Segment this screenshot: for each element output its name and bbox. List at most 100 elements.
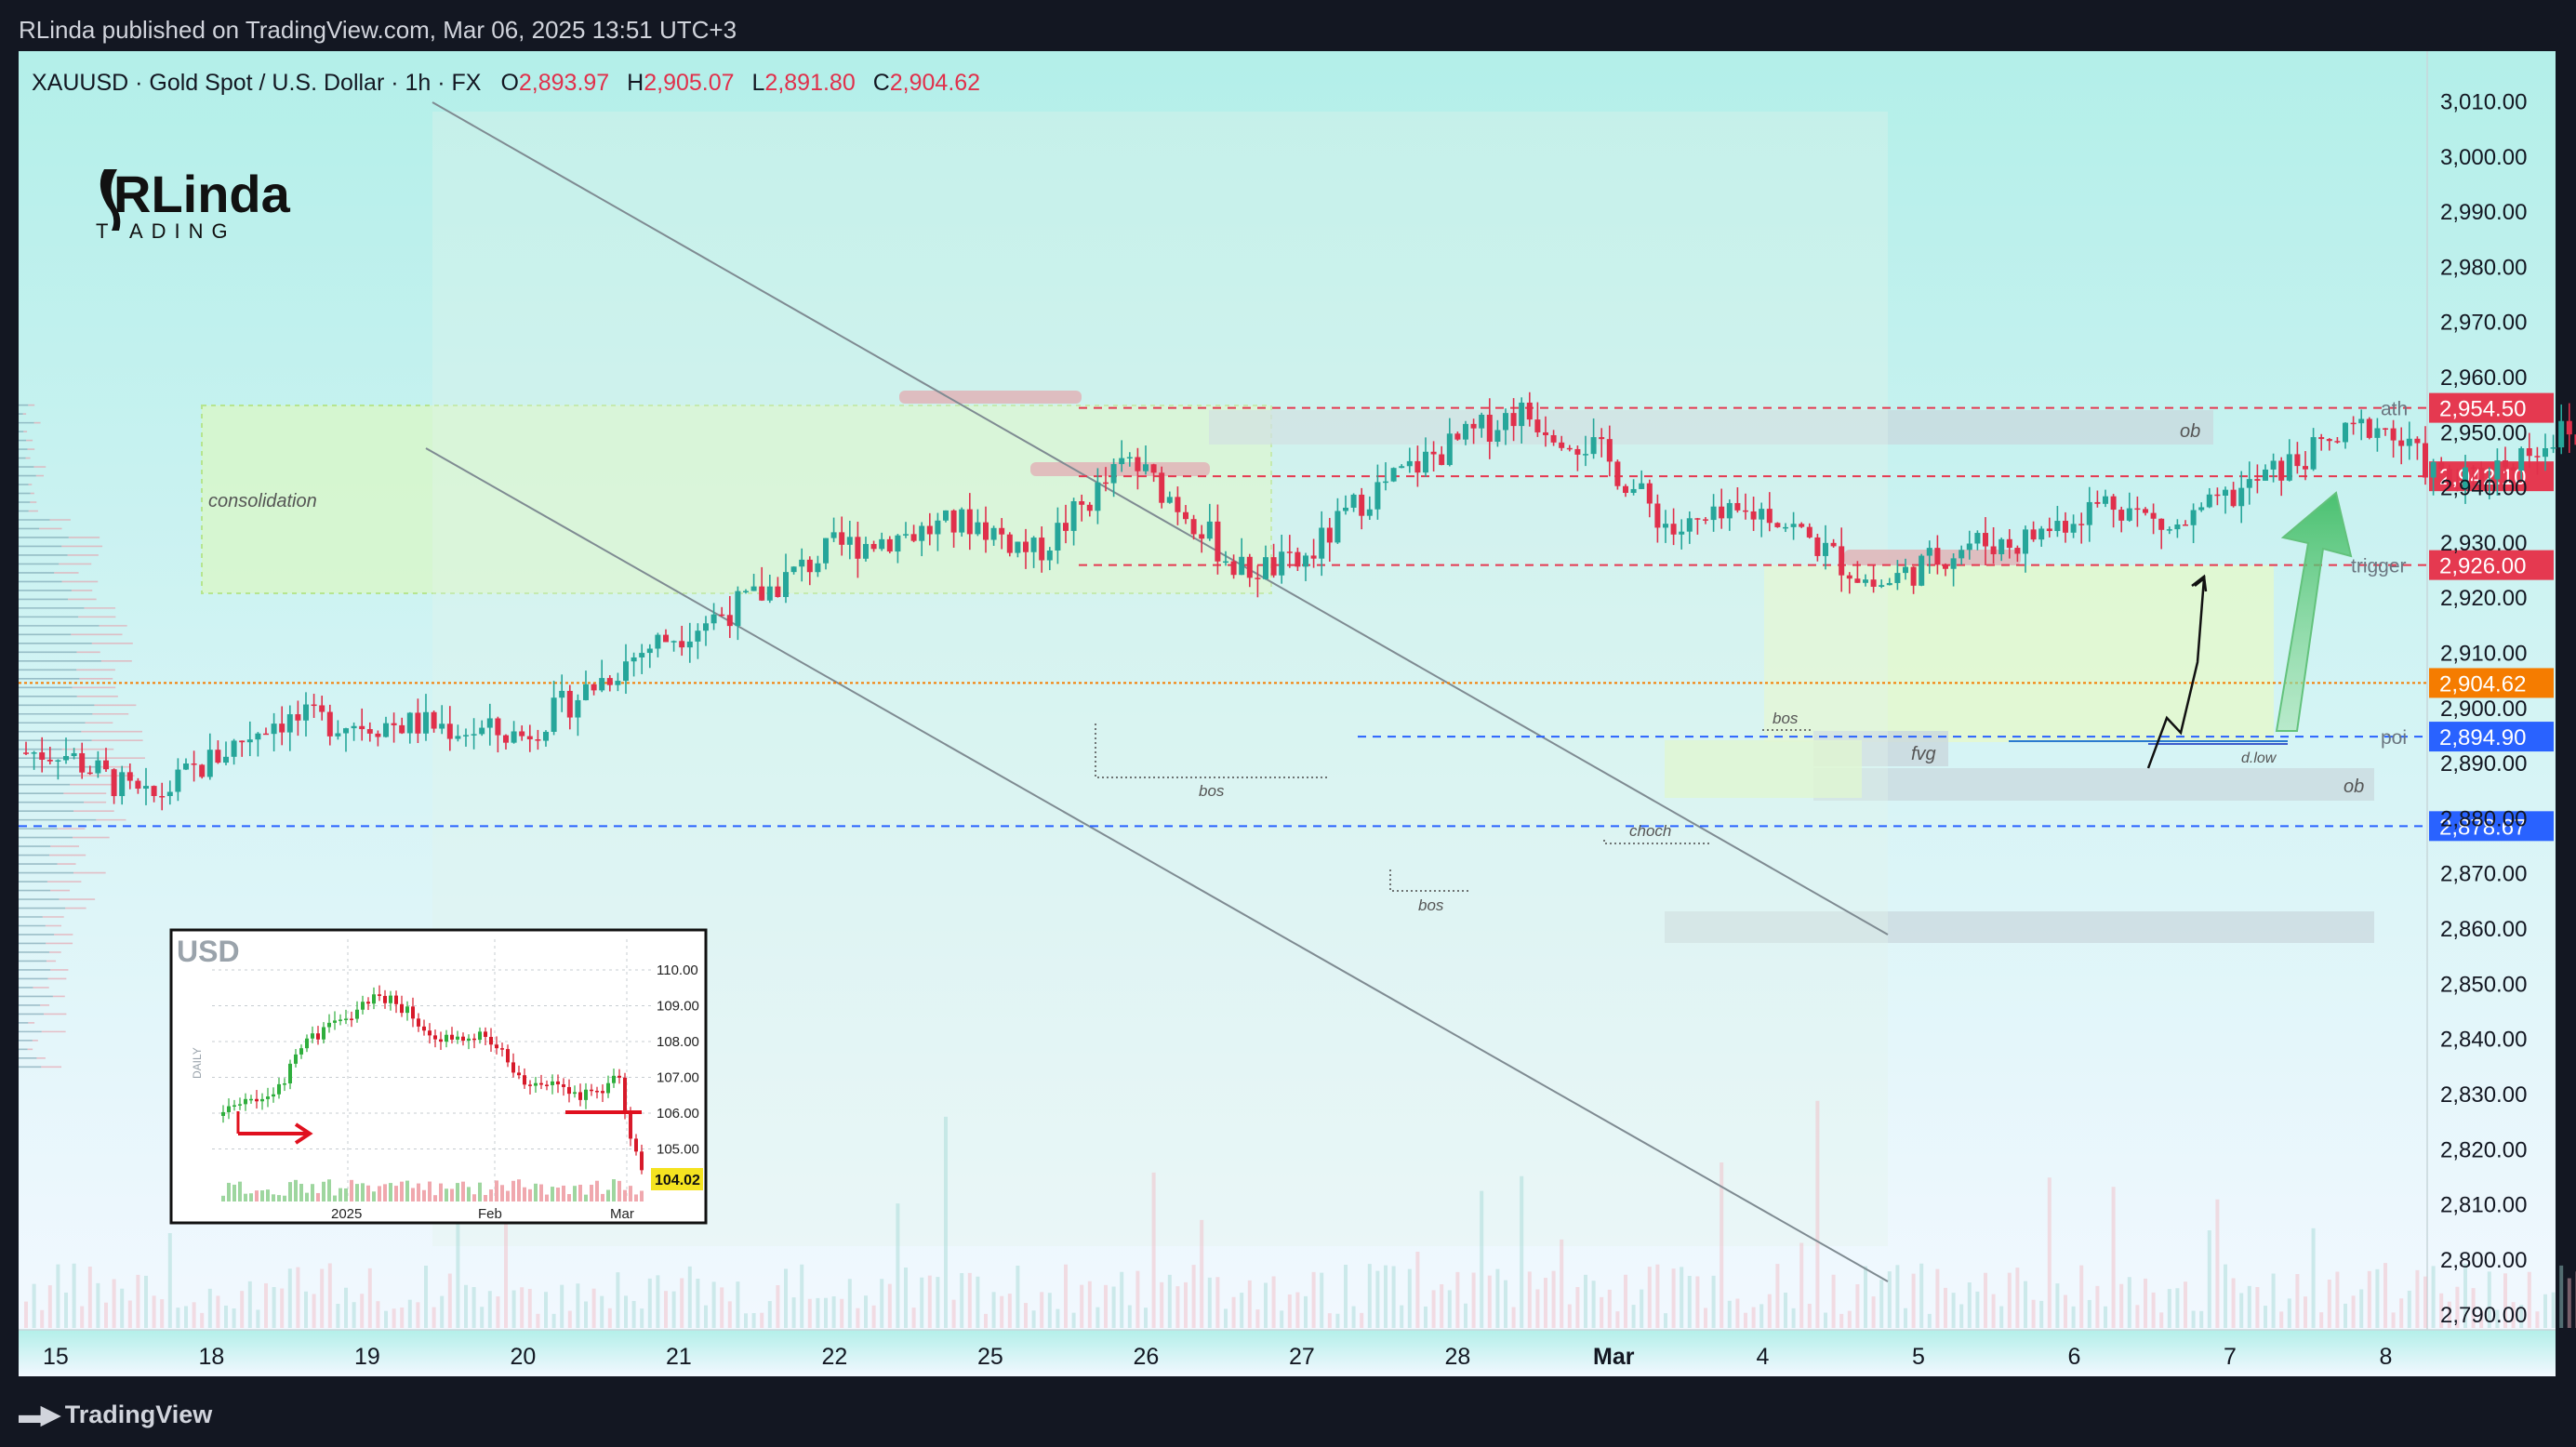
candle-body — [543, 731, 549, 741]
inset-candle — [573, 1092, 577, 1095]
price-chart[interactable]: 2,954.50ath2,942.102,926.00trigger2,904.… — [0, 51, 2576, 1381]
candles — [23, 392, 2576, 811]
inset-candle — [439, 1039, 443, 1042]
inset-candle — [556, 1081, 560, 1085]
candle-body — [2158, 518, 2165, 530]
price-tick-label: 2,880.00 — [2440, 806, 2527, 831]
candle-body — [1319, 527, 1325, 559]
candle-body — [1566, 447, 1573, 450]
candle-body — [1126, 457, 1133, 459]
candle-body — [1726, 502, 1733, 519]
candle-body — [2030, 529, 2037, 540]
time-tick-label: 19 — [354, 1344, 380, 1370]
candle-body — [806, 559, 813, 573]
candle-body — [2214, 494, 2221, 497]
candle-body — [846, 537, 853, 545]
inset-price-label: 109.00 — [657, 999, 699, 1015]
candle-body — [903, 534, 909, 536]
inset-volume — [556, 1188, 560, 1201]
inset-volume — [355, 1184, 359, 1201]
candle-body — [239, 740, 246, 743]
candle-body — [191, 763, 197, 765]
candle-body — [79, 752, 86, 773]
candle-body — [759, 586, 765, 601]
inset-last-value-tag — [651, 1168, 703, 1190]
time-axis[interactable]: 15 18 19 20 21 22 25 26 27 28 Mar 4 5 6 7 8 — [43, 1344, 2392, 1370]
price-tick-label: 3,010.00 — [2440, 89, 2527, 114]
inset-candle — [472, 1038, 476, 1041]
candle-body — [1759, 509, 1765, 520]
candle-body — [2406, 438, 2412, 446]
candle-body — [1574, 448, 1581, 455]
candle-body — [1823, 542, 1828, 556]
inset-price-label: 107.00 — [657, 1070, 699, 1086]
bullish-arrow — [2275, 491, 2353, 732]
time-tick-label: 27 — [1289, 1344, 1315, 1370]
inset-candle — [249, 1098, 253, 1101]
channel-lower-line — [425, 447, 1889, 1282]
price-axis[interactable]: 3,010.00 3,000.00 2,990.00 2,980.00 2,970.00… — [2440, 89, 2527, 1328]
candle-body — [551, 697, 557, 732]
candle-body — [2358, 418, 2365, 424]
candle-body — [375, 733, 381, 737]
bos-line-1 — [1095, 724, 1330, 778]
candle-body — [1095, 482, 1101, 511]
candle-body — [1343, 507, 1348, 511]
choch-label: choch — [1629, 822, 1671, 840]
demand-zone — [1665, 911, 2374, 943]
candle-body — [1303, 555, 1308, 567]
candle-body — [679, 641, 685, 648]
bos-label-1: bos — [1199, 782, 1225, 800]
candle-body — [2310, 437, 2317, 470]
candle-body — [2070, 524, 2077, 533]
price-tick-label: 2,890.00 — [2440, 751, 2527, 777]
inset-candle — [528, 1084, 532, 1086]
time-tick-label: 22 — [822, 1344, 848, 1370]
candle-body — [439, 724, 445, 729]
candle-body — [575, 699, 581, 718]
candle-body — [446, 724, 453, 739]
candle-body — [1894, 573, 1901, 583]
candle-body — [1119, 458, 1125, 465]
candle-body — [1046, 550, 1053, 561]
candle-body — [1079, 501, 1085, 505]
inset-volume — [595, 1180, 599, 1201]
candle-body — [2063, 521, 2068, 533]
candle-body — [1015, 541, 1021, 553]
candle-body — [2318, 437, 2325, 440]
candle-body — [1494, 430, 1501, 442]
inset-volume — [221, 1195, 225, 1201]
candle-body — [1143, 464, 1149, 471]
candle-body — [703, 623, 709, 631]
pivot-high-marker-2 — [1030, 462, 1210, 476]
candle-body — [1854, 578, 1861, 583]
candle-body — [2543, 448, 2548, 458]
inset-volume — [299, 1184, 303, 1201]
candle-body — [1983, 533, 1988, 547]
inset-volume — [366, 1185, 370, 1201]
candle-body — [519, 731, 525, 737]
candle-body — [535, 739, 541, 741]
candle-body — [2174, 524, 2181, 530]
candle-body — [1359, 494, 1365, 516]
inset-volume — [617, 1180, 621, 1201]
candle-body — [1055, 523, 1061, 551]
bos-label-3: bos — [1773, 710, 1799, 727]
projection-path — [2146, 576, 2206, 769]
price-tick-label: 2,800.00 — [2440, 1248, 2527, 1273]
inset-candle — [500, 1048, 504, 1050]
logo-line2: T ADING — [96, 219, 236, 243]
candle-body — [2230, 489, 2237, 507]
time-tick-label: 8 — [2380, 1344, 2393, 1370]
candle-body — [103, 760, 109, 770]
price-tick-label: 2,920.00 — [2440, 586, 2527, 611]
candle-body — [479, 727, 485, 735]
candle-body — [135, 780, 141, 790]
inset-candle — [428, 1030, 432, 1036]
candle-body — [1559, 442, 1565, 448]
candle-body — [1166, 497, 1173, 503]
tradingview-logo[interactable]: ▬▶ TradingView — [19, 1401, 212, 1429]
time-axis-pane — [19, 1330, 2556, 1376]
candle-body — [839, 532, 845, 545]
choch-line — [1603, 840, 1711, 844]
